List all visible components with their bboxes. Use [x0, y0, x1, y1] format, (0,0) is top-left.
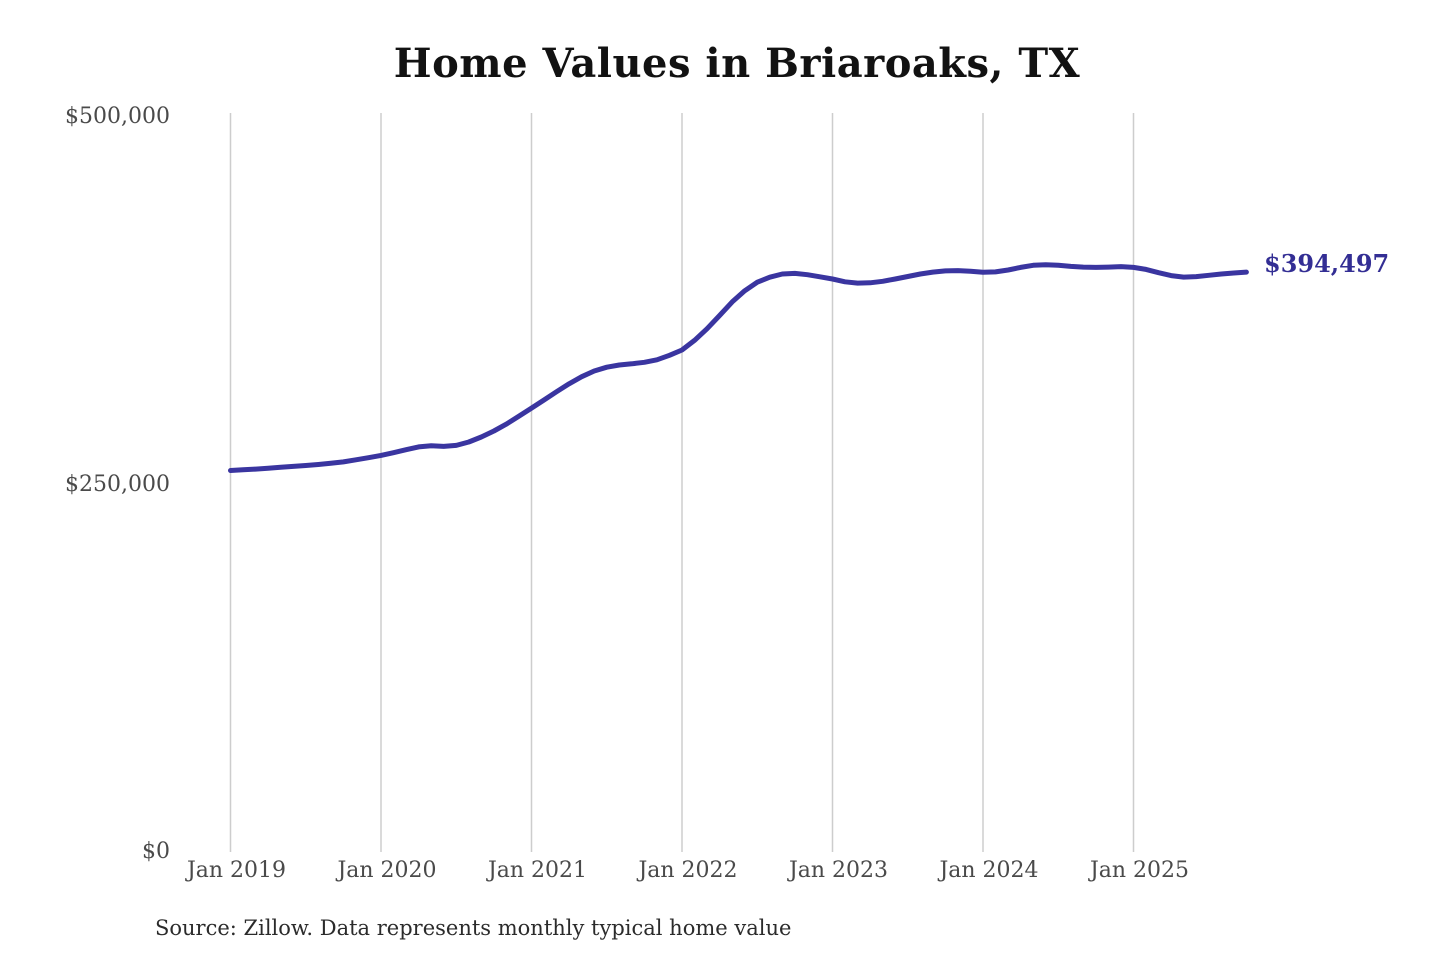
home-value-line — [228, 262, 1249, 473]
x-axis-tick-label: Jan 2021 — [487, 858, 588, 883]
x-axis-tick-label: Jan 2023 — [788, 858, 889, 883]
y-axis-tick-label: $250,000 — [65, 471, 170, 497]
source-note: Source: Zillow. Data represents monthly … — [155, 916, 792, 940]
latest-value-label: $394,497 — [1264, 249, 1390, 278]
x-axis-tick-label: Jan 2019 — [186, 858, 287, 883]
x-axis-tick-label: Jan 2022 — [638, 858, 738, 883]
x-axis-tick-label: Jan 2025 — [1089, 858, 1190, 883]
y-axis-tick-label: $500,000 — [65, 104, 170, 129]
chart-title: Home Values in Briaroaks, TX — [393, 40, 1081, 87]
y-axis-tick-label: $0 — [142, 839, 170, 864]
x-axis-tick-label: Jan 2020 — [337, 858, 437, 883]
x-axis-tick-label: Jan 2024 — [939, 858, 1039, 883]
